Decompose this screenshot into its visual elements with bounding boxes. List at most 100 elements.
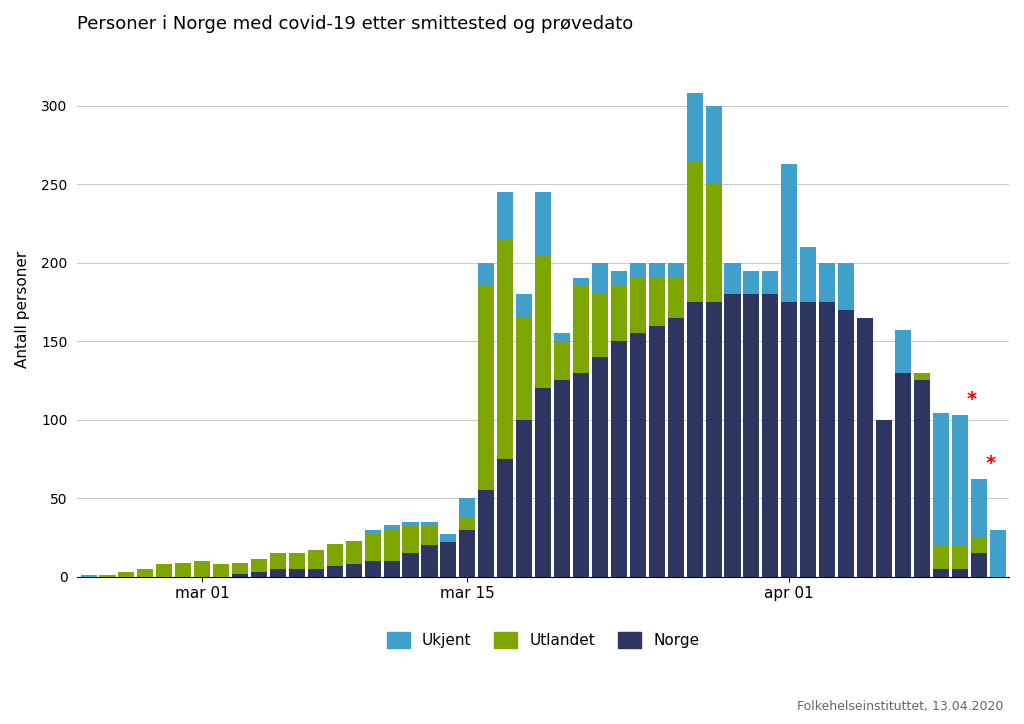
Bar	[536, 388, 551, 577]
Bar	[327, 565, 343, 577]
Bar	[516, 318, 532, 420]
Bar	[686, 302, 702, 577]
Bar	[762, 271, 778, 294]
Bar	[743, 294, 760, 577]
Bar	[384, 525, 399, 530]
Bar	[175, 563, 191, 577]
Bar	[402, 525, 419, 553]
Bar	[706, 184, 722, 302]
Bar	[251, 572, 267, 577]
Bar	[460, 517, 475, 530]
Bar	[573, 279, 589, 286]
Bar	[232, 563, 248, 573]
Bar	[610, 271, 627, 286]
Bar	[365, 561, 381, 577]
Bar	[195, 561, 210, 577]
Bar	[838, 263, 854, 310]
Bar	[781, 302, 798, 577]
Bar	[706, 106, 722, 184]
Bar	[308, 550, 324, 569]
Bar	[648, 263, 665, 279]
Bar	[213, 564, 229, 577]
Bar	[724, 263, 740, 294]
Bar	[402, 553, 419, 577]
Bar	[971, 479, 987, 537]
Text: *: *	[967, 390, 977, 409]
Bar	[81, 575, 96, 577]
Bar	[668, 279, 684, 318]
Bar	[498, 192, 513, 239]
Bar	[895, 373, 911, 577]
Bar	[895, 330, 911, 373]
Bar	[251, 560, 267, 572]
Bar	[686, 93, 702, 161]
Bar	[478, 286, 495, 490]
Bar	[157, 564, 172, 577]
Bar	[592, 263, 608, 294]
Bar	[800, 247, 816, 302]
Legend: Ukjent, Utlandet, Norge: Ukjent, Utlandet, Norge	[381, 626, 706, 654]
Bar	[724, 294, 740, 577]
Bar	[440, 542, 457, 577]
Bar	[422, 522, 437, 525]
Bar	[857, 318, 873, 577]
Bar	[819, 302, 836, 577]
Bar	[686, 161, 702, 302]
Bar	[800, 302, 816, 577]
Bar	[610, 341, 627, 577]
Bar	[308, 569, 324, 577]
Bar	[951, 415, 968, 545]
Bar	[913, 381, 930, 577]
Bar	[573, 373, 589, 577]
Bar	[554, 333, 570, 341]
Bar	[365, 534, 381, 561]
Bar	[951, 545, 968, 569]
Text: Personer i Norge med covid-19 etter smittested og prøvedato: Personer i Norge med covid-19 etter smit…	[77, 15, 634, 33]
Bar	[668, 263, 684, 279]
Bar	[951, 569, 968, 577]
Bar	[478, 490, 495, 577]
Bar	[384, 561, 399, 577]
Bar	[346, 564, 361, 577]
Bar	[99, 575, 116, 577]
Bar	[516, 420, 532, 577]
Bar	[516, 294, 532, 318]
Bar	[762, 294, 778, 577]
Y-axis label: Antall personer: Antall personer	[15, 251, 30, 369]
Bar	[536, 255, 551, 388]
Bar	[648, 326, 665, 577]
Bar	[933, 413, 949, 545]
Bar	[440, 534, 457, 542]
Bar	[971, 553, 987, 577]
Bar	[630, 279, 646, 333]
Bar	[402, 522, 419, 525]
Bar	[289, 553, 305, 569]
Bar	[971, 537, 987, 553]
Bar	[554, 341, 570, 381]
Bar	[913, 373, 930, 381]
Bar	[478, 263, 495, 286]
Bar	[630, 333, 646, 577]
Bar	[592, 357, 608, 577]
Bar	[819, 263, 836, 302]
Bar	[270, 553, 286, 569]
Bar	[270, 569, 286, 577]
Bar	[933, 569, 949, 577]
Text: Folkehelseinstituttet, 13.04.2020: Folkehelseinstituttet, 13.04.2020	[797, 699, 1004, 712]
Bar	[422, 525, 437, 545]
Bar	[668, 318, 684, 577]
Bar	[289, 569, 305, 577]
Bar	[989, 530, 1006, 577]
Bar	[119, 572, 134, 577]
Bar	[781, 164, 798, 302]
Bar	[573, 286, 589, 373]
Bar	[137, 569, 154, 577]
Bar	[536, 192, 551, 255]
Bar	[498, 239, 513, 459]
Bar	[743, 271, 760, 294]
Bar	[648, 279, 665, 326]
Text: *: *	[986, 454, 996, 473]
Bar	[933, 545, 949, 569]
Bar	[327, 544, 343, 565]
Bar	[232, 573, 248, 577]
